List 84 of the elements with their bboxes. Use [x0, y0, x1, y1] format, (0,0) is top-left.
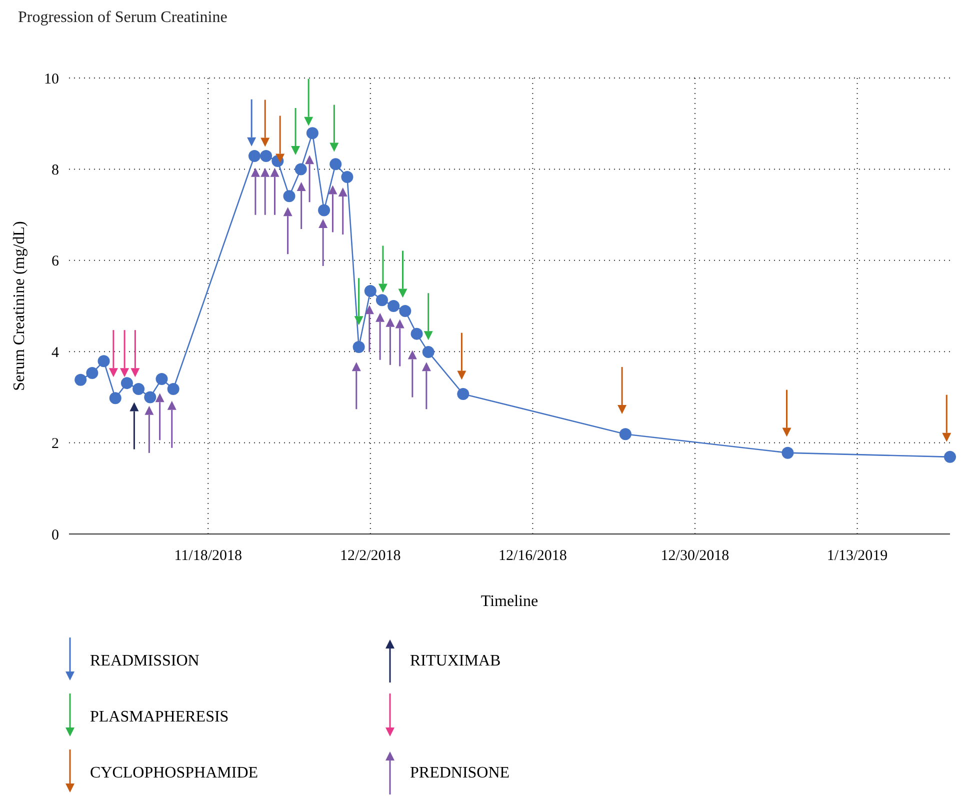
point [247, 137, 256, 146]
point [132, 382, 145, 395]
y-tick-label: 2 [52, 436, 59, 452]
point [328, 185, 338, 194]
y-tick-label: 10 [44, 71, 59, 88]
point [395, 319, 404, 328]
point [304, 116, 314, 126]
point [167, 382, 180, 395]
point [422, 362, 431, 372]
x-tick-label: 11/18/2018 [174, 548, 242, 564]
point [74, 374, 87, 386]
point [318, 204, 330, 216]
point [944, 450, 956, 463]
point [364, 284, 376, 297]
point [619, 428, 632, 440]
point [330, 158, 342, 170]
legend-label: READMISSION [90, 652, 200, 670]
x-tick-label: 12/2/2018 [340, 548, 401, 564]
point [782, 446, 794, 459]
point [398, 288, 408, 298]
x-tick-label: 1/13/2019 [826, 548, 888, 564]
point [144, 391, 156, 404]
point [86, 367, 98, 380]
x-tick-label: 12/30/2018 [660, 548, 730, 564]
x-tick-label: 12/16/2018 [498, 548, 567, 564]
point [155, 393, 164, 402]
point [424, 331, 433, 340]
x-axis-title: Timeline [480, 593, 538, 610]
point [782, 428, 792, 437]
point [260, 150, 272, 162]
point [410, 328, 423, 340]
point [98, 355, 110, 368]
point [250, 168, 260, 177]
legend-label: CYCLOPHOSPHAMIDE [90, 764, 258, 782]
point [283, 207, 292, 216]
point [108, 368, 118, 378]
point [341, 170, 354, 183]
point [130, 368, 140, 378]
point [109, 392, 122, 404]
point [296, 182, 306, 192]
point [457, 388, 470, 400]
point [388, 300, 400, 312]
point [130, 402, 139, 412]
legend-label: RITUXIMAB [410, 652, 501, 670]
point [422, 346, 434, 358]
point [352, 341, 365, 354]
point [354, 316, 364, 326]
point [260, 138, 270, 147]
point [618, 405, 627, 414]
legend-label: PLASMAPHERESIS [90, 708, 229, 726]
point [386, 318, 395, 327]
point [270, 168, 280, 177]
point [120, 377, 133, 390]
point [376, 312, 385, 322]
point [942, 432, 952, 442]
point [120, 368, 130, 378]
point [156, 372, 168, 385]
point [167, 400, 176, 410]
point [408, 350, 417, 360]
point [376, 294, 388, 306]
point [276, 154, 285, 163]
point [330, 142, 339, 152]
point [260, 168, 270, 177]
point [294, 163, 307, 176]
point [352, 362, 361, 372]
y-tick-label: 6 [52, 254, 60, 270]
y-tick-label: 8 [52, 162, 59, 178]
y-tick-label: 0 [52, 527, 59, 544]
point [378, 284, 388, 293]
point [283, 190, 296, 202]
point [338, 188, 348, 196]
point [364, 305, 374, 314]
point [305, 155, 314, 164]
point [144, 406, 154, 415]
legend-label: PREDNISONE [410, 764, 510, 782]
y-tick-label: 4 [52, 344, 60, 361]
y-axis-title: Serum Creatinine (mg/dL) [11, 221, 28, 391]
point [306, 127, 318, 140]
point [318, 218, 328, 228]
point [457, 370, 466, 380]
point [291, 146, 300, 156]
point [399, 305, 412, 318]
point [248, 150, 260, 162]
chart-title: Progression of Serum Creatinine [18, 9, 228, 26]
